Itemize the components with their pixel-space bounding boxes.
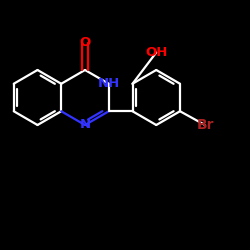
Text: N: N: [80, 118, 90, 132]
Text: OH: OH: [145, 46, 168, 59]
Text: Br: Br: [196, 118, 214, 132]
Text: O: O: [80, 36, 90, 49]
Text: NH: NH: [98, 77, 120, 90]
